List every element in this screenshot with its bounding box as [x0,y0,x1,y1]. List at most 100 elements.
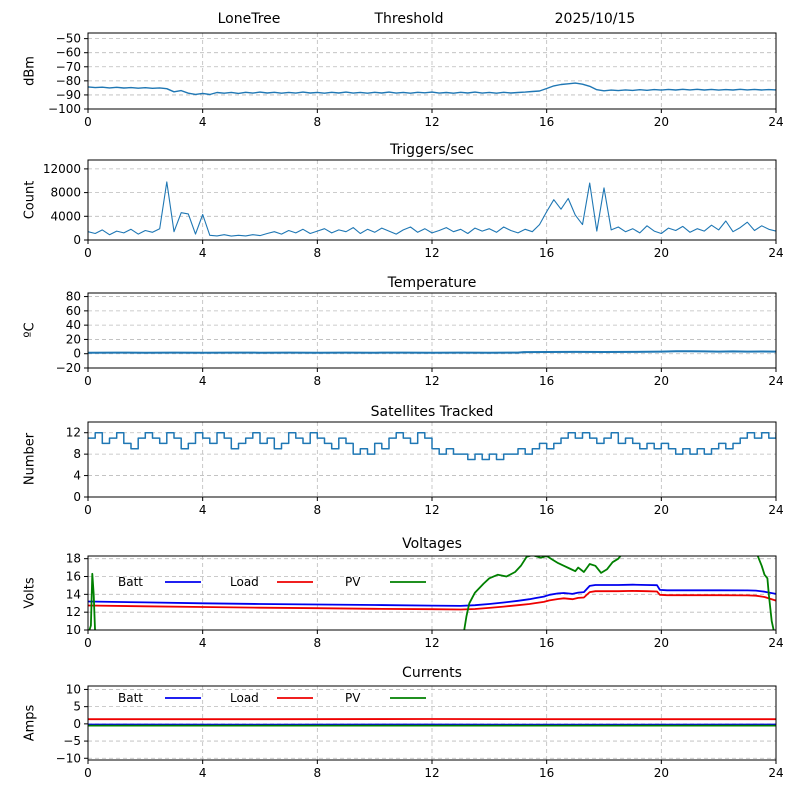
y-axis-label-count: Count [22,180,38,220]
voltages-spines [87,555,777,631]
voltages-series-Load [88,590,776,611]
chart-title-voltages: Voltages [402,536,462,552]
satellites-spines [87,421,777,498]
x-tick-label: 16 [539,246,554,260]
y-tick-label: −80 [56,74,81,88]
satellites-ticks [84,432,777,501]
y-tick-label: 0 [73,347,81,361]
site-name: LoneTree [217,11,281,27]
temperature-ticks [84,296,777,372]
signal-grid [87,33,777,110]
x-tick-label: 0 [84,115,92,129]
y-tick-label: 0 [73,233,81,247]
chart-title-temperature: Temperature [387,275,477,291]
x-tick-label: 0 [84,766,92,780]
voltages-series-PV [88,556,775,630]
y-axis-label-volts: Volts [22,577,38,609]
x-tick-label: 8 [314,374,322,388]
currents-tick-labels: 0 4 8 12 16 20 24 −10 −5 0 5 10 [56,682,784,780]
legend-label-PV: PV [345,691,361,705]
y-tick-label: −5 [63,734,81,748]
y-tick-label: 18 [66,552,81,566]
voltages-tick-labels: 0 4 8 12 16 20 24 10 12 14 16 18 [66,552,784,650]
x-tick-label: 8 [314,766,322,780]
x-tick-label: 12 [424,374,439,388]
y-tick-label: 60 [66,304,81,318]
x-tick-label: 16 [539,374,554,388]
x-tick-label: 24 [768,374,783,388]
currents-ticks [84,688,777,764]
x-tick-label: 4 [199,374,207,388]
x-tick-label: 0 [84,503,92,517]
x-tick-label: 16 [539,503,554,517]
y-tick-label: 16 [66,570,81,584]
legend-label-Load: Load [230,691,259,705]
triggers-ticks [84,168,777,244]
x-tick-label: 24 [768,636,783,650]
x-tick-label: 16 [539,636,554,650]
triggers-tick-labels: 0 4 8 12 16 20 24 0 4000 8000 12000 [43,162,784,260]
y-tick-label: 12000 [43,162,81,176]
currents-legend: Batt Load PV [118,691,426,705]
x-tick-label: 12 [424,246,439,260]
x-tick-label: 8 [314,503,322,517]
x-tick-label: 12 [424,503,439,517]
plot-mode: Threshold [374,11,444,27]
signal-spines [87,32,777,110]
x-tick-label: 4 [199,636,207,650]
x-tick-label: 4 [199,246,207,260]
x-tick-label: 16 [539,766,554,780]
legend-label-PV: PV [345,575,361,589]
legend-label-Load: Load [230,575,259,589]
x-tick-label: 12 [424,636,439,650]
x-tick-label: 8 [314,636,322,650]
x-tick-label: 4 [199,766,207,780]
y-tick-label: 4000 [50,209,81,223]
voltages-plot: 0 4 8 12 16 20 24 10 12 14 16 18 Batt Load PV [66,552,784,650]
x-tick-label: 4 [199,115,207,129]
y-tick-label: 0 [73,717,81,731]
y-tick-label: 20 [66,332,81,346]
y-tick-label: −10 [56,751,81,765]
voltages-grid [87,556,777,631]
y-tick-label: 12 [66,605,81,619]
y-tick-label: 12 [66,426,81,440]
voltages-series-Batt [88,583,776,607]
y-axis-label-dbm: dBm [22,56,38,86]
y-tick-label: 40 [66,318,81,332]
plot-date: 2025/10/15 [554,11,636,27]
y-tick-label: 0 [73,490,81,504]
chart-title-currents: Currents [402,665,462,681]
satellites-series-satellites [88,431,776,461]
x-tick-label: 8 [314,115,322,129]
x-tick-label: 12 [424,115,439,129]
chart-title-satellites: Satellites Tracked [370,404,494,420]
x-tick-label: 0 [84,246,92,260]
x-tick-label: 16 [539,115,554,129]
y-axis-label-amps: Amps [22,704,38,742]
triggers-plot: 0 4 8 12 16 20 24 0 4000 8000 12000 [43,159,784,260]
x-tick-label: 0 [84,374,92,388]
y-tick-label: 5 [73,700,81,714]
x-tick-label: 8 [314,246,322,260]
satellites-plot: 0 4 8 12 16 20 24 0 4 8 12 [66,421,784,517]
y-tick-label: 14 [66,587,81,601]
y-tick-label: −70 [56,60,81,74]
signal-ticks [84,38,777,113]
satellites-tick-labels: 0 4 8 12 16 20 24 0 4 8 12 [66,426,784,517]
temperature-grid [87,293,777,369]
chart-title-triggers: Triggers/sec [390,142,474,158]
legend-label-Batt: Batt [118,691,143,705]
x-tick-label: 24 [768,503,783,517]
y-tick-label: −60 [56,46,81,60]
triggers-grid [87,160,777,241]
x-tick-label: 20 [654,374,669,388]
y-tick-label: 10 [66,623,81,637]
x-tick-label: 20 [654,115,669,129]
x-tick-label: 24 [768,115,783,129]
x-tick-label: 20 [654,766,669,780]
signal-plot: 0 4 8 12 16 20 24 −100−90−80−70−60−50 [48,32,784,129]
